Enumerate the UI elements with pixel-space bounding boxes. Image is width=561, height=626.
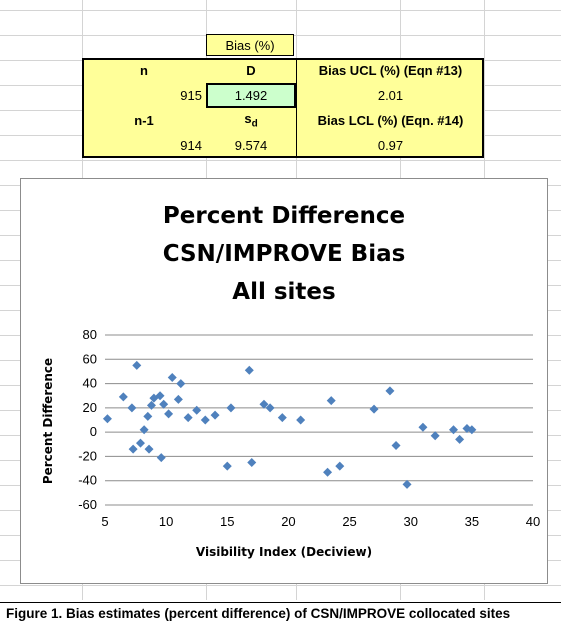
sd-value: 9.574 — [234, 138, 268, 153]
data-point — [143, 411, 153, 421]
data-point — [226, 403, 236, 413]
data-point — [135, 438, 145, 448]
d-label: D — [246, 63, 256, 78]
y-tick-label: 60 — [83, 351, 97, 366]
bias-header-cell[interactable]: Bias (%) — [206, 34, 294, 56]
data-point — [449, 425, 459, 435]
data-point — [296, 415, 306, 425]
n-label: n — [140, 63, 148, 78]
n1-label-cell[interactable]: n-1 — [82, 108, 206, 133]
y-axis-label: Percent Difference — [41, 358, 55, 484]
data-point — [128, 444, 138, 454]
lcl-value: 0.97 — [377, 138, 404, 153]
data-point — [222, 461, 232, 471]
data-point — [176, 379, 186, 389]
data-point — [173, 394, 183, 404]
n1-value-cell[interactable]: 914 — [82, 133, 206, 158]
x-tick-label: 10 — [159, 514, 173, 529]
data-point — [102, 414, 112, 424]
figure-caption: Figure 1. Bias estimates (percent differ… — [0, 602, 561, 626]
y-tick-label: -60 — [78, 497, 97, 512]
data-point — [167, 373, 177, 382]
sheet-gridline — [0, 585, 561, 586]
data-point — [156, 453, 166, 463]
data-point — [144, 444, 154, 454]
x-tick-label: 35 — [465, 514, 479, 529]
data-point — [146, 400, 156, 410]
data-point — [323, 467, 333, 477]
y-tick-label: -20 — [78, 448, 97, 463]
chart-title-line-2: CSN/IMPROVE Bias — [163, 241, 406, 267]
gridlines — [105, 334, 533, 506]
data-point — [265, 403, 275, 413]
sheet-gridline — [0, 160, 561, 161]
data-point — [139, 425, 149, 435]
chart-object[interactable]: Percent Difference CSN/IMPROVE Bias All … — [20, 178, 548, 584]
n1-value: 914 — [180, 138, 202, 153]
y-tick-label: 80 — [83, 327, 97, 342]
tick-labels: -60 -40 -20 0 20 40 60 80 5 10 15 20 25 30 35 40 — [78, 327, 540, 529]
d-label-cell[interactable]: D — [206, 58, 296, 83]
data-point — [391, 441, 401, 450]
lcl-label-cell[interactable]: Bias LCL (%) (Eqn. #14) — [296, 108, 484, 133]
data-point — [418, 422, 428, 432]
data-point — [132, 360, 142, 370]
bias-header: Bias (%) — [225, 37, 275, 53]
data-point — [155, 391, 165, 401]
table-frame — [82, 58, 484, 158]
data-points — [102, 360, 477, 489]
sd-label-cell[interactable]: sd — [206, 108, 296, 133]
data-point — [118, 392, 128, 402]
ucl-value-cell[interactable]: 2.01 — [296, 83, 484, 108]
data-point — [210, 410, 220, 420]
x-tick-label: 5 — [101, 514, 108, 529]
data-point — [259, 399, 269, 409]
sd-label: sd — [244, 111, 258, 130]
x-tick-label: 25 — [342, 514, 356, 529]
scatter-chart: Percent Difference CSN/IMPROVE Bias All … — [41, 203, 540, 559]
lcl-label: Bias LCL (%) (Eqn. #14) — [317, 113, 464, 128]
data-point — [277, 413, 287, 423]
y-tick-label: -40 — [78, 473, 97, 488]
lcl-value-cell[interactable]: 0.97 — [296, 133, 484, 158]
ucl-label-cell[interactable]: Bias UCL (%) (Eqn #13) — [296, 58, 484, 83]
chart-title-line-3: All sites — [232, 279, 335, 305]
x-tick-label: 15 — [220, 514, 234, 529]
y-tick-label: 40 — [83, 376, 97, 391]
data-point — [430, 431, 440, 441]
data-point — [402, 479, 412, 489]
sheet-gridline — [0, 10, 561, 11]
data-point — [164, 409, 174, 419]
y-tick-label: 20 — [83, 400, 97, 415]
x-tick-label: 30 — [403, 514, 417, 529]
data-point — [127, 403, 137, 413]
data-point — [467, 425, 477, 435]
n-value: 915 — [180, 88, 202, 103]
data-point — [369, 404, 379, 414]
data-point — [200, 415, 210, 425]
d-value: 1.492 — [234, 88, 268, 103]
ucl-value: 2.01 — [377, 88, 404, 103]
data-point — [183, 413, 193, 423]
data-point — [455, 434, 465, 444]
d-value-cell-selected[interactable]: 1.492 — [206, 83, 296, 108]
n1-label: n-1 — [134, 113, 154, 128]
y-tick-label: 0 — [90, 424, 97, 439]
x-tick-label: 40 — [526, 514, 540, 529]
data-point — [326, 396, 336, 406]
data-point — [159, 399, 169, 409]
data-point — [244, 365, 254, 375]
ucl-label: Bias UCL (%) (Eqn #13) — [318, 63, 463, 78]
sd-value-cell[interactable]: 9.574 — [206, 133, 296, 158]
chart-title-line-1: Percent Difference — [163, 203, 405, 229]
data-point — [385, 386, 395, 396]
n-label-cell[interactable]: n — [82, 58, 206, 83]
data-point — [192, 405, 202, 415]
x-tick-label: 20 — [281, 514, 295, 529]
x-axis-label: Visibility Index (Deciview) — [196, 545, 372, 559]
data-point — [247, 458, 257, 467]
data-point — [335, 461, 345, 471]
n-value-cell[interactable]: 915 — [82, 83, 206, 108]
